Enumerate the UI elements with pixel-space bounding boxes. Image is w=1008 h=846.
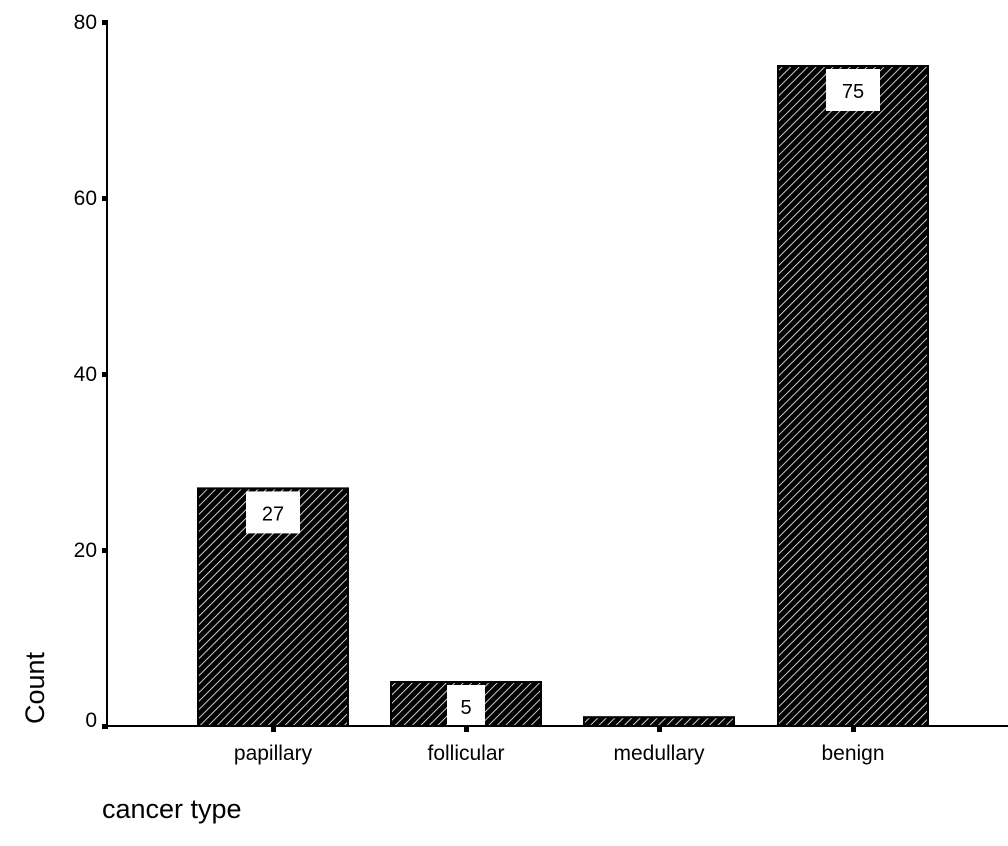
- x-tick-label-papillary: papillary: [234, 742, 313, 765]
- data-label: 27: [262, 503, 284, 525]
- axes: 0 20 40 60 80 papillary follicular medullary ben…: [74, 11, 1008, 765]
- x-tick-label-medullary: medullary: [613, 742, 705, 765]
- data-label-box: [826, 69, 880, 111]
- data-label-box: [447, 685, 485, 727]
- y-tick-label: 80: [74, 11, 97, 34]
- x-axis-title: cancer type: [102, 794, 242, 824]
- bar-medullary: [583, 716, 735, 728]
- y-axis-title: Count: [20, 651, 50, 724]
- y-tick-label: 40: [74, 363, 97, 386]
- bar-benign: [777, 65, 929, 727]
- y-tick-label: 60: [74, 187, 97, 210]
- y-tick: [102, 724, 108, 729]
- data-label: 75: [842, 81, 864, 103]
- x-tick-label-follicular: follicular: [427, 742, 504, 765]
- y-tick: [102, 548, 108, 553]
- y-tick: [102, 372, 108, 377]
- x-tick-label-benign: benign: [821, 742, 884, 765]
- data-label-box: [246, 491, 300, 534]
- x-tick: [271, 726, 276, 732]
- data-label: 5: [460, 697, 471, 719]
- plot-area: 27 5 75: [197, 65, 929, 728]
- y-tick-label: 20: [74, 539, 97, 562]
- x-tick: [657, 726, 662, 732]
- y-tick: [102, 196, 108, 201]
- x-tick: [851, 726, 856, 732]
- y-tick: [102, 20, 108, 25]
- x-tick: [464, 726, 469, 732]
- y-tick-label: 0: [85, 709, 97, 732]
